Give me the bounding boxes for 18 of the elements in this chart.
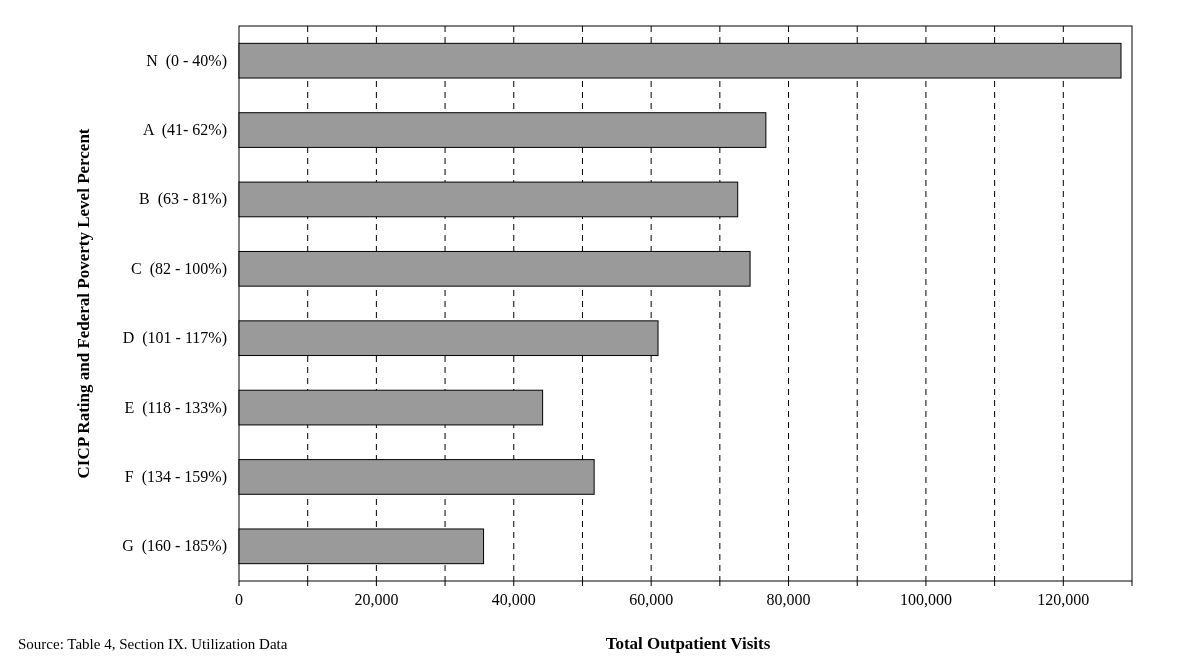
text: 20,000 [354,591,399,608]
y-axis-title: CICP Rating and Federal Poverty Level Percent [74,128,93,479]
y-tick-label: B (63 - 81%) [139,190,227,209]
x-tick-label: 100,000 [899,591,952,608]
x-tick-label: 40,000 [491,591,536,608]
y-tick-label: A (41- 62%) [143,121,227,140]
y-tick-label: E (118 - 133%) [124,398,227,417]
x-tick-label: 60,000 [629,591,674,608]
x-axis-title: Total Outpatient Visits [605,634,771,653]
y-tick-label: G (160 - 185%) [122,537,227,556]
x-tick-label: 80,000 [766,591,811,608]
y-tick-label: N (0 - 40%) [146,51,227,70]
x-tick-label: 120,000 [1037,591,1090,608]
x-tick-label: 0 [235,591,243,608]
y-tick-label: F (134 - 159%) [124,467,227,486]
y-tick-label: C (82 - 100%) [131,259,227,278]
source-note: Source: Table 4, Section IX. Utilization Data [18,636,288,652]
y-tick-label: D (101 - 117%) [122,329,227,348]
